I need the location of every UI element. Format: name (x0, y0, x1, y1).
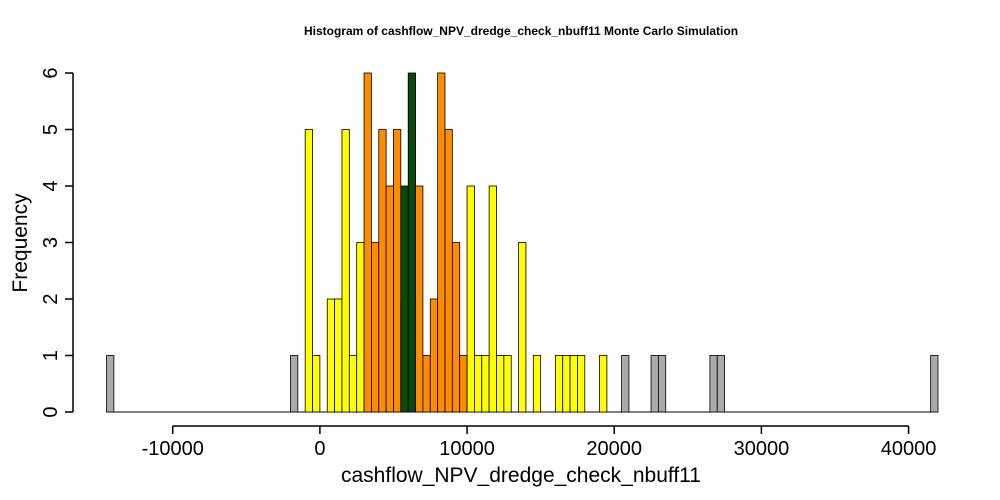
x-tick-label: 30000 (734, 438, 790, 460)
histogram-bar-10 (371, 242, 380, 413)
y-tick-label: 4 (40, 180, 62, 191)
histogram-bar-26 (481, 355, 490, 413)
histogram-bar-33 (562, 355, 571, 413)
x-tick-label: 20000 (586, 438, 642, 460)
histogram-bar-18 (422, 355, 431, 413)
histogram-bar-23 (459, 355, 468, 413)
x-tick-label: 0 (314, 438, 325, 460)
y-tick-label: 5 (40, 124, 62, 135)
histogram-bar-41 (716, 355, 726, 413)
histogram-bar-38 (650, 355, 659, 413)
histogram-bar-12 (385, 185, 394, 413)
histogram-bar-1 (290, 355, 299, 413)
histogram-bar-24 (466, 185, 475, 413)
histogram-bar-27 (488, 185, 497, 413)
histogram-bar-9 (363, 72, 372, 413)
y-tick-label: 0 (40, 406, 62, 417)
histogram-bar-8 (356, 242, 365, 413)
histogram-bar-37 (621, 355, 630, 413)
histogram-bar-13 (393, 129, 402, 413)
histogram-bar-15 (400, 185, 409, 413)
histogram-bar-30 (518, 242, 527, 413)
histogram-bar-31 (532, 355, 542, 413)
histogram-bar-39 (657, 355, 667, 413)
y-tick-label: 1 (40, 350, 62, 361)
histogram-bar-35 (577, 355, 586, 413)
histogram-bar-25 (474, 355, 483, 413)
histogram-bar-6 (341, 129, 350, 413)
x-axis: -10000 0 10000 20000 30000 40000 (142, 425, 937, 460)
bars-group (106, 72, 939, 413)
histogram-bar-42 (930, 355, 939, 413)
x-axis-label: cashflow_NPV_dredge_check_nbuff11 (341, 464, 701, 487)
histogram-bar-0 (106, 355, 115, 413)
x-tick-label: -10000 (142, 438, 204, 460)
histogram-bar-7 (348, 355, 358, 413)
x-tick-label: 40000 (881, 438, 937, 460)
histogram-bar-20 (437, 72, 446, 413)
histogram-bar-16 (407, 72, 416, 413)
histogram-bar-17 (415, 185, 424, 413)
y-tick-label: 2 (40, 293, 62, 304)
histogram-bar-28 (496, 355, 505, 413)
histogram-bar-22 (451, 242, 461, 413)
histogram-bar-40 (709, 355, 718, 413)
histogram-bar-4 (326, 298, 336, 413)
histogram-bar-34 (569, 355, 578, 413)
histogram-bar-5 (334, 298, 343, 413)
histogram-bar-32 (554, 355, 564, 413)
histogram-bar-2 (304, 129, 313, 413)
histogram-bar-36 (599, 355, 608, 413)
y-tick-label: 3 (40, 237, 62, 248)
y-axis-label: Frequency (9, 193, 32, 293)
y-axis: 0 1 2 3 4 5 6 (40, 67, 74, 418)
x-tick-label: 10000 (439, 438, 495, 460)
histogram-bar-19 (429, 298, 439, 413)
histogram-bar-11 (378, 129, 387, 413)
histogram-bar-21 (444, 129, 453, 413)
histogram-bar-3 (312, 355, 321, 413)
y-tick-label: 6 (40, 67, 62, 78)
histogram-bar-29 (503, 355, 512, 413)
chart-title: Histogram of cashflow_NPV_dredge_check_n… (304, 24, 738, 38)
